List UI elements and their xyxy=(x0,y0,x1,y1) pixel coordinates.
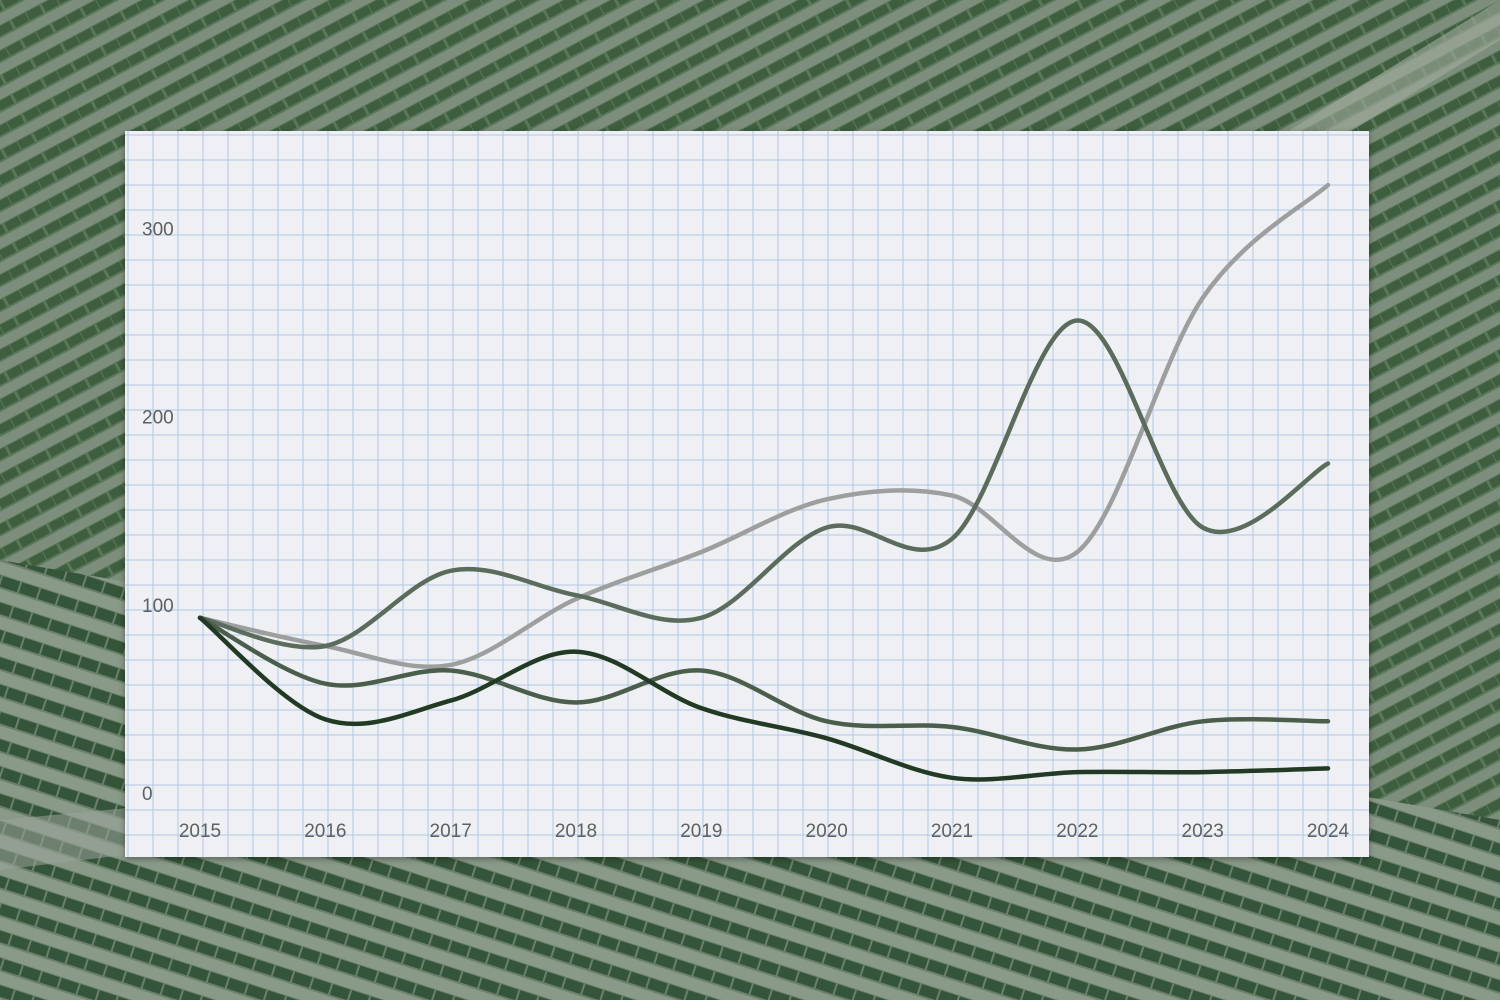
x-tick-label: 2017 xyxy=(430,821,472,842)
graph-paper: 0 100 200 300 2015 2016 2017 2018 2019 2020 2021 2… xyxy=(125,131,1369,857)
y-tick-label: 300 xyxy=(142,219,174,240)
x-tick-label: 2016 xyxy=(304,821,346,842)
series-line-2 xyxy=(197,318,1331,650)
series-line-4 xyxy=(197,615,1331,782)
x-tick-label: 2022 xyxy=(1056,821,1098,842)
x-tick-label: 2015 xyxy=(179,821,221,842)
y-tick-label: 100 xyxy=(142,596,174,617)
x-tick-label: 2023 xyxy=(1182,821,1224,842)
x-tick-label: 2021 xyxy=(931,821,973,842)
y-tick-label: 200 xyxy=(142,408,174,429)
series-line-3 xyxy=(197,615,1331,752)
y-axis-ticks: 0 100 200 300 xyxy=(142,219,174,805)
x-axis-ticks: 2015 2016 2017 2018 2019 2020 2021 2022 2023 2024 xyxy=(179,821,1350,842)
x-tick-label: 2019 xyxy=(680,821,722,842)
x-tick-label: 2020 xyxy=(806,821,848,842)
y-tick-label: 0 xyxy=(142,784,153,805)
x-tick-label: 2024 xyxy=(1307,821,1350,842)
series-line-1 xyxy=(197,182,1331,670)
series-layer xyxy=(197,182,1331,782)
x-tick-label: 2018 xyxy=(555,821,597,842)
